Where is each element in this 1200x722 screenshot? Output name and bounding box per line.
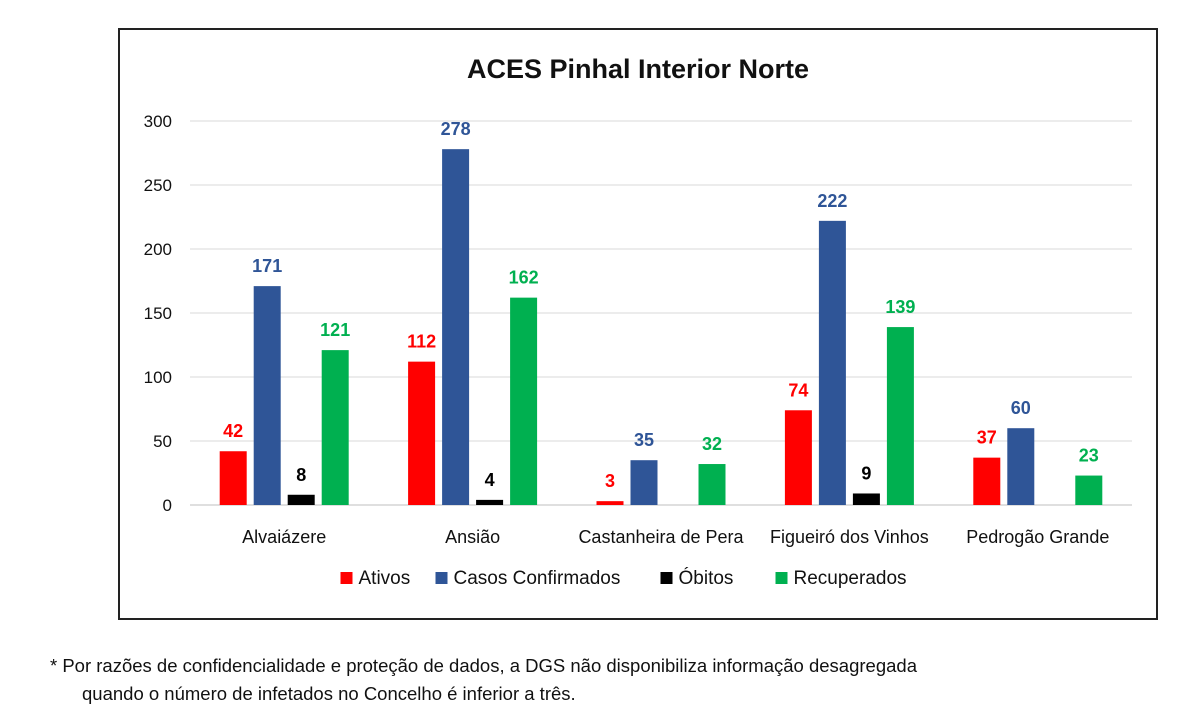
- bar: [630, 460, 658, 505]
- legend-swatch: [775, 572, 788, 584]
- data-label: 4: [485, 470, 495, 490]
- legend-label: Casos Confirmados: [454, 568, 621, 589]
- legend-swatch: [340, 572, 353, 584]
- data-label: 60: [1011, 398, 1031, 418]
- bars: [219, 149, 1103, 505]
- data-label: 121: [320, 320, 350, 340]
- footnote: * Por razões de confidencialidade e prot…: [50, 652, 1170, 708]
- data-label: 9: [861, 463, 871, 483]
- data-label: 32: [702, 434, 722, 454]
- data-label: 35: [634, 430, 654, 450]
- legend-swatch: [435, 572, 448, 584]
- data-label: 171: [252, 256, 282, 276]
- y-tick-label: 250: [144, 176, 172, 195]
- data-label: 162: [509, 268, 539, 288]
- chart-title: ACES Pinhal Interior Norte: [467, 54, 809, 84]
- data-labels: 42 171 8 121 112 278 4 162 3 35 32 74 222 9 139 37 60 23: [223, 119, 1099, 491]
- x-axis-categories: Alvaiázere Ansião Castanheira de Pera Figue…: [242, 527, 1109, 547]
- data-label: 139: [885, 297, 915, 317]
- chart-frame: ACES Pinhal Interior Norte 0 50 100 150 200 2…: [118, 28, 1158, 620]
- footnote-line-2: quando o número de infetados no Concelho…: [82, 683, 576, 704]
- legend: Ativos Casos Confirmados Óbitos Recuperados: [340, 567, 907, 589]
- legend-label: Óbitos: [679, 567, 734, 589]
- y-tick-label: 200: [144, 240, 172, 259]
- y-tick-label: 50: [153, 432, 172, 451]
- bar: [253, 286, 281, 505]
- y-tick-label: 150: [144, 304, 172, 323]
- y-axis-ticks: 0 50 100 150 200 250 300: [144, 112, 172, 515]
- x-category-label: Alvaiázere: [242, 527, 326, 547]
- bar-chart: ACES Pinhal Interior Norte 0 50 100 150 200 2…: [144, 54, 1132, 589]
- legend-swatch: [660, 572, 673, 584]
- bar: [784, 410, 812, 505]
- legend-label: Recuperados: [794, 568, 907, 589]
- bar: [442, 149, 470, 505]
- bar: [510, 297, 538, 505]
- bar: [973, 457, 1001, 505]
- data-label: 74: [788, 380, 808, 400]
- y-tick-label: 0: [163, 496, 172, 515]
- data-label: 42: [223, 421, 243, 441]
- data-label: 112: [407, 332, 436, 352]
- bar: [219, 451, 247, 505]
- bar: [596, 501, 624, 505]
- data-label: 37: [977, 428, 997, 448]
- y-tick-label: 300: [144, 112, 172, 131]
- data-label: 23: [1079, 446, 1099, 466]
- y-tick-label: 100: [144, 368, 172, 387]
- x-category-label: Figueiró dos Vinhos: [770, 527, 929, 547]
- x-category-label: Pedrogão Grande: [966, 527, 1109, 547]
- bar: [287, 494, 315, 505]
- legend-label: Ativos: [359, 568, 411, 589]
- bar: [852, 493, 880, 505]
- data-label: 3: [605, 471, 615, 491]
- bar: [408, 361, 436, 505]
- bar: [818, 220, 846, 505]
- x-category-label: Ansião: [445, 527, 500, 547]
- data-label: 222: [817, 191, 847, 211]
- x-category-label: Castanheira de Pera: [578, 527, 744, 547]
- bar: [1075, 475, 1103, 505]
- bar: [1007, 428, 1035, 505]
- data-label: 8: [296, 465, 306, 485]
- bar: [886, 327, 914, 505]
- footnote-line-1: * Por razões de confidencialidade e prot…: [50, 655, 917, 676]
- data-label: 278: [441, 119, 471, 139]
- bar: [476, 499, 504, 505]
- bar: [698, 464, 726, 505]
- bar: [321, 350, 349, 505]
